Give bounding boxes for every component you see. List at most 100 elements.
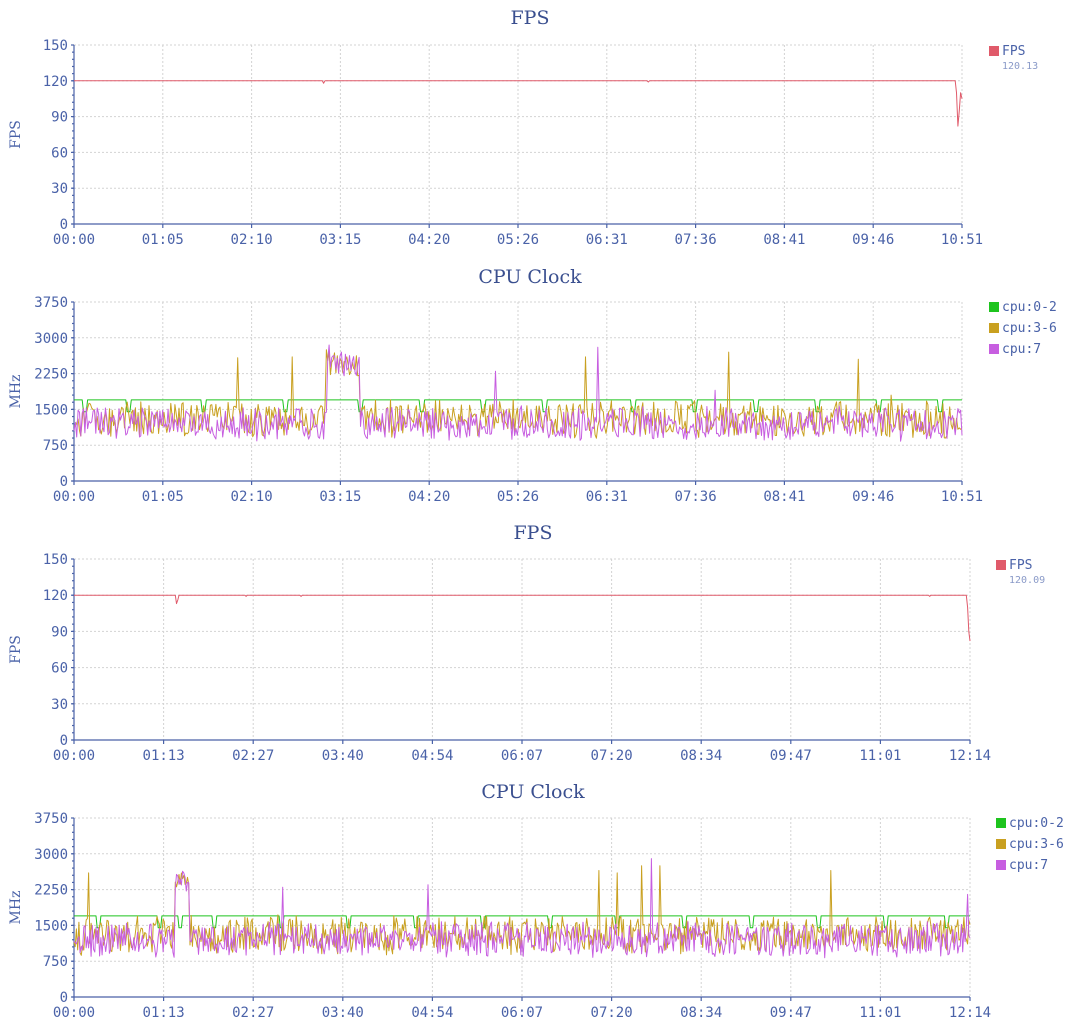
legend-swatch: [989, 323, 999, 333]
y-tick-label: 60: [51, 145, 68, 161]
legend-label: cpu:7: [1009, 858, 1048, 873]
x-tick-label: 12:14: [949, 748, 991, 764]
x-tick-label: 05:26: [497, 489, 539, 505]
x-tick-label: 03:15: [319, 232, 361, 248]
x-tick-label: 04:20: [408, 232, 450, 248]
y-tick-label: 90: [51, 110, 68, 126]
x-tick-label: 02:27: [232, 748, 274, 764]
y-tick-label: 120: [43, 588, 68, 604]
x-tick-label: 04:54: [411, 748, 453, 764]
legend-swatch: [996, 560, 1006, 570]
legend-label: FPS: [1002, 44, 1025, 59]
series-line-cpu-7: [73, 344, 963, 442]
x-tick-label: 00:00: [53, 489, 95, 505]
y-tick-label: 750: [43, 954, 68, 970]
y-tick-label: 1500: [34, 918, 68, 934]
x-tick-label: 06:07: [501, 1005, 543, 1021]
legend-label: cpu:3-6: [1009, 837, 1064, 852]
legend-label: FPS: [1009, 558, 1032, 573]
y-tick-label: 30: [51, 181, 68, 197]
x-tick-label: 11:01: [859, 1005, 901, 1021]
y-axis-label: MHz: [8, 375, 24, 409]
x-tick-label: 02:27: [232, 1005, 274, 1021]
series-line-cpu-3-6: [73, 865, 971, 956]
x-tick-label: 01:05: [142, 489, 184, 505]
x-tick-label: 01:13: [143, 1005, 185, 1021]
x-tick-label: 08:34: [680, 748, 722, 764]
y-tick-label: 2250: [34, 367, 68, 383]
y-tick-label: 750: [43, 438, 68, 454]
y-tick-label: 90: [51, 624, 68, 640]
x-tick-label: 07:36: [675, 232, 717, 248]
y-tick-label: 3750: [34, 811, 68, 827]
y-tick-label: 3000: [34, 847, 68, 863]
x-tick-label: 10:51: [941, 232, 983, 248]
x-tick-label: 02:10: [231, 489, 273, 505]
y-tick-label: 0: [60, 217, 68, 233]
x-tick-label: 10:51: [941, 489, 983, 505]
x-tick-label: 09:46: [852, 232, 894, 248]
chart-title: FPS: [511, 7, 550, 29]
x-tick-label: 04:54: [411, 1005, 453, 1021]
x-tick-label: 00:00: [53, 232, 95, 248]
legend-swatch: [989, 46, 999, 56]
x-tick-label: 00:00: [53, 1005, 95, 1021]
legend-label: cpu:3-6: [1002, 321, 1057, 336]
legend-value: 120.13: [1002, 61, 1038, 72]
series-line-fps: [74, 594, 971, 642]
y-tick-label: 1500: [34, 402, 68, 418]
legend-swatch: [996, 839, 1006, 849]
chart-title: FPS: [514, 522, 553, 544]
x-tick-label: 08:41: [763, 232, 805, 248]
legend-swatch: [996, 818, 1006, 828]
legend-swatch: [996, 860, 1006, 870]
x-tick-label: 07:20: [591, 1005, 633, 1021]
x-tick-label: 03:40: [322, 748, 364, 764]
chart-title: CPU Clock: [481, 781, 585, 803]
y-axis-label: FPS: [8, 120, 24, 149]
x-tick-label: 01:13: [143, 748, 185, 764]
series-line-cpu-0-2: [74, 399, 962, 413]
y-tick-label: 60: [51, 661, 68, 677]
legend-label: cpu:7: [1002, 342, 1041, 357]
series-line-fps: [74, 80, 963, 127]
x-tick-label: 09:47: [770, 1005, 812, 1021]
x-tick-label: 03:15: [319, 489, 361, 505]
x-tick-label: 12:14: [949, 1005, 991, 1021]
series-line-cpu-0-2: [74, 915, 970, 929]
chart-title: CPU Clock: [478, 266, 582, 288]
x-tick-label: 07:20: [591, 748, 633, 764]
x-tick-label: 11:01: [859, 748, 901, 764]
x-tick-label: 03:40: [322, 1005, 364, 1021]
legend-label: cpu:0-2: [1009, 816, 1064, 831]
x-tick-label: 04:20: [408, 489, 450, 505]
y-tick-label: 150: [43, 38, 68, 54]
y-tick-label: 3000: [34, 331, 68, 347]
legend-label: cpu:0-2: [1002, 300, 1057, 315]
y-tick-label: 0: [60, 733, 68, 749]
x-tick-label: 02:10: [231, 232, 273, 248]
y-tick-label: 3750: [34, 295, 68, 311]
x-tick-label: 07:36: [675, 489, 717, 505]
y-tick-label: 30: [51, 697, 68, 713]
x-tick-label: 08:41: [763, 489, 805, 505]
legend-value: 120.09: [1009, 575, 1045, 586]
x-tick-label: 06:31: [586, 489, 628, 505]
y-axis-label: MHz: [8, 891, 24, 925]
y-tick-label: 2250: [34, 883, 68, 899]
x-tick-label: 09:46: [852, 489, 894, 505]
y-tick-label: 120: [43, 74, 68, 90]
x-tick-label: 05:26: [497, 232, 539, 248]
y-axis-label: FPS: [8, 635, 24, 664]
y-tick-label: 150: [43, 552, 68, 568]
x-tick-label: 00:00: [53, 748, 95, 764]
legend-swatch: [989, 302, 999, 312]
x-tick-label: 06:07: [501, 748, 543, 764]
series-line-cpu-7: [73, 858, 971, 959]
x-tick-label: 06:31: [586, 232, 628, 248]
y-tick-label: 0: [60, 990, 68, 1006]
y-tick-label: 0: [60, 474, 68, 490]
x-tick-label: 08:34: [680, 1005, 722, 1021]
x-tick-label: 09:47: [770, 748, 812, 764]
